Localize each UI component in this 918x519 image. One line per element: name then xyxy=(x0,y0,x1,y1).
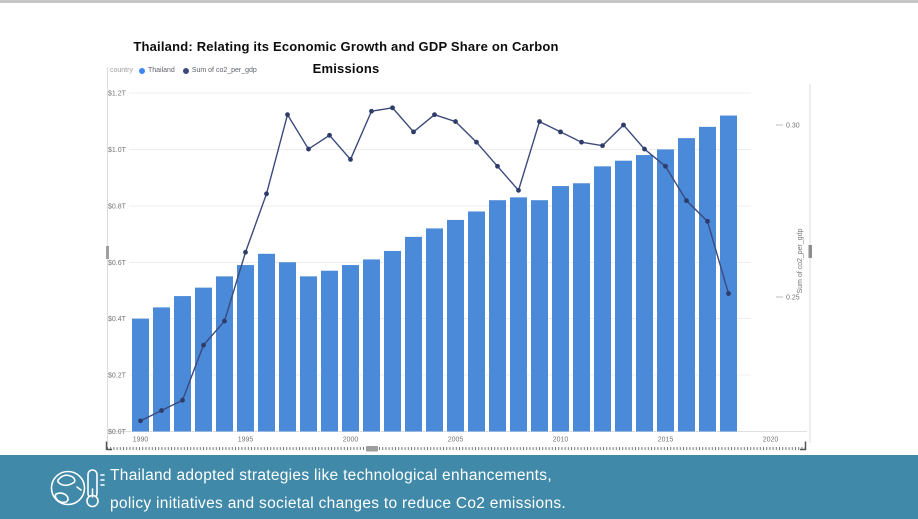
co2-line-dot[interactable] xyxy=(390,105,395,111)
co2-line-dot[interactable] xyxy=(201,342,206,348)
left-scrollbar-thumb[interactable] xyxy=(106,246,109,259)
co2-line-dot[interactable] xyxy=(180,397,185,403)
co2-line-dot[interactable] xyxy=(474,139,479,145)
x-axis-tick-label: 2000 xyxy=(343,437,359,444)
x-axis-tick-label: 2015 xyxy=(658,437,674,444)
co2-line-dot[interactable] xyxy=(327,132,332,138)
bar[interactable] xyxy=(426,228,443,432)
left-axis-tick-label: $0.0T xyxy=(108,429,127,436)
right-axis-tick-label: 0.30 xyxy=(786,123,800,130)
bar[interactable] xyxy=(216,276,233,432)
co2-line-dot[interactable] xyxy=(663,163,668,169)
co2-line-dot[interactable] xyxy=(411,129,416,135)
co2-line-dot[interactable] xyxy=(138,418,143,424)
footer-caption-line1: Thailand adopted strategies like technol… xyxy=(110,467,552,484)
co2-line-dot[interactable] xyxy=(495,163,500,169)
co2-line-dot[interactable] xyxy=(537,119,542,124)
co2-line-dot[interactable] xyxy=(285,112,290,118)
x-axis-tick-label: 1990 xyxy=(133,437,149,444)
bar[interactable] xyxy=(447,219,464,432)
bar[interactable] xyxy=(405,236,422,432)
bar[interactable] xyxy=(699,126,716,432)
bar[interactable] xyxy=(720,115,737,432)
x-axis-tick-label: 1995 xyxy=(238,437,254,444)
globe-thermometer-icon xyxy=(50,469,105,508)
border-corner-left xyxy=(105,441,112,451)
bar[interactable] xyxy=(258,253,275,432)
legend-dimension-label: country xyxy=(110,67,133,74)
left-axis-tick-label: $0.4T xyxy=(108,316,127,323)
left-axis-tick-label: $0.2T xyxy=(108,373,127,380)
left-axis-tick-label: $1.0T xyxy=(108,147,127,154)
co2-line-dot[interactable] xyxy=(432,112,437,118)
co2-line-dot[interactable] xyxy=(684,198,689,204)
co2-line-dot[interactable] xyxy=(621,122,626,128)
bar[interactable] xyxy=(195,287,212,432)
co2-line-dot[interactable] xyxy=(348,157,353,162)
left-axis-tick-label: $1.2T xyxy=(108,91,127,98)
co2-line-dot[interactable] xyxy=(264,191,269,197)
bar[interactable] xyxy=(510,197,527,432)
bar[interactable] xyxy=(363,259,380,432)
co2-line-dot[interactable] xyxy=(600,143,605,149)
left-axis-tick-label: $0.8T xyxy=(108,203,127,210)
bar[interactable] xyxy=(174,296,191,432)
legend-item-co2-per-gdp[interactable]: Sum of co2_per_gdp xyxy=(182,67,257,74)
bar[interactable] xyxy=(384,250,401,432)
bar[interactable] xyxy=(237,265,254,432)
co2-line-dot[interactable] xyxy=(726,291,731,296)
chart-legend: country Thailand Sum of co2_per_gdp xyxy=(110,67,265,74)
co2-line-dot[interactable] xyxy=(243,249,248,255)
co2-line-dot[interactable] xyxy=(705,218,710,224)
footer-caption: Thailand adopted strategies like technol… xyxy=(110,462,566,517)
co2-line-dot[interactable] xyxy=(579,139,584,145)
co2-series-dot-icon xyxy=(182,67,189,74)
footer-caption-line2: policy initiatives and societal changes … xyxy=(110,494,567,512)
bar[interactable] xyxy=(279,262,296,432)
bar[interactable] xyxy=(321,270,338,432)
bar[interactable] xyxy=(594,166,611,432)
bar[interactable] xyxy=(636,155,653,432)
x-axis-tick-label: 2005 xyxy=(448,437,464,444)
footer-banner: Thailand adopted strategies like technol… xyxy=(0,455,918,519)
bar[interactable] xyxy=(132,318,149,432)
bar[interactable] xyxy=(342,265,359,432)
border-corner-right xyxy=(800,441,807,451)
legend-item-label: Sum of co2_per_gdp xyxy=(191,67,257,74)
co2-line-dot[interactable] xyxy=(516,187,521,193)
co2-line-dot[interactable] xyxy=(558,129,563,135)
co2-line-dot[interactable] xyxy=(159,408,164,413)
left-axis-tick-label: $0.6T xyxy=(108,260,127,267)
co2-line-dot[interactable] xyxy=(222,318,227,324)
right-axis-tick-label: 0.25 xyxy=(786,295,800,302)
chart-title: Thailand: Relating its Economic Growth a… xyxy=(133,39,559,76)
right-axis-title: Sum of co2_per_gdp xyxy=(797,228,804,293)
thailand-series-dot-icon xyxy=(138,67,145,74)
bar[interactable] xyxy=(552,186,569,432)
co2-line-dot[interactable] xyxy=(642,146,647,152)
top-divider-rule xyxy=(0,0,918,3)
x-axis-tick-label: 2020 xyxy=(763,437,779,444)
bar[interactable] xyxy=(615,160,632,432)
bar[interactable] xyxy=(489,200,506,432)
co2-line-dot[interactable] xyxy=(453,119,458,124)
horizontal-scrollbar-thumb[interactable] xyxy=(366,446,378,452)
x-axis-tick-label: 2010 xyxy=(553,437,569,444)
co2-line-dot[interactable] xyxy=(369,108,374,114)
combo-chart-svg[interactable]: $0.0T $0.2T $0.4T $0.6T $0.8T $1.0T $1.2T 1990 1… xyxy=(0,0,918,455)
bar[interactable] xyxy=(300,276,317,432)
right-scrollbar-thumb[interactable] xyxy=(808,245,813,258)
bar[interactable] xyxy=(531,200,548,432)
bar[interactable] xyxy=(657,149,674,432)
bar[interactable] xyxy=(153,307,170,432)
bar[interactable] xyxy=(468,211,485,432)
legend-item-label: Thailand xyxy=(147,67,175,74)
bar[interactable] xyxy=(678,138,695,432)
bar[interactable] xyxy=(573,183,590,432)
co2-line-dot[interactable] xyxy=(306,146,311,152)
legend-item-thailand[interactable]: Thailand xyxy=(138,67,175,74)
